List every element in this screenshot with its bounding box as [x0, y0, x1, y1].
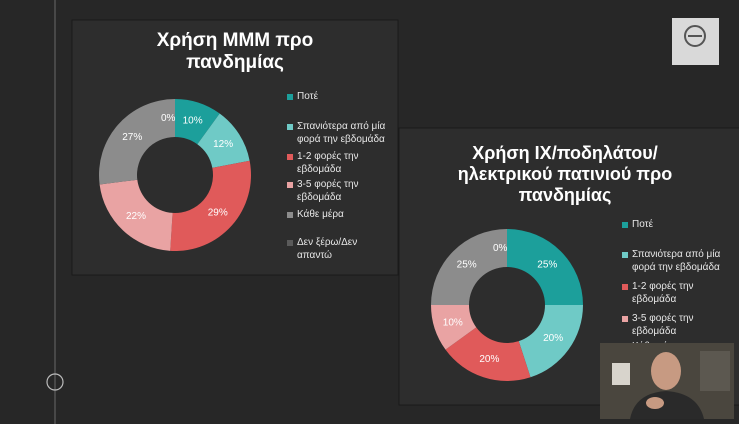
- chart-title: Χρήση ΜΜΜ προ πανδημίας: [156, 30, 314, 74]
- legend-label: 1-2 φορές την εβδομάδα: [297, 151, 359, 175]
- slice-label: 10%: [443, 317, 463, 328]
- donut-slice: [431, 305, 477, 350]
- legend-label: Σπανιότερα από μία φορά την εβδομάδα: [632, 249, 721, 273]
- slice-label: 29%: [208, 207, 228, 218]
- donut-slice: [197, 113, 250, 168]
- legend-swatch: [622, 316, 628, 322]
- slice-label: 0%: [493, 243, 508, 254]
- legend-swatch: [622, 222, 628, 228]
- donut-slice: [445, 327, 531, 381]
- donut-slice: [518, 305, 583, 378]
- slice-label: 10%: [183, 115, 203, 126]
- legend-swatch: [287, 182, 293, 188]
- slice-label: 0%: [161, 113, 176, 124]
- slice-label: 25%: [537, 259, 557, 270]
- timeline-node: [46, 373, 64, 391]
- legend-label: 1-2 φορές την εβδομάδα: [632, 281, 694, 305]
- slice-label: 12%: [213, 139, 233, 150]
- legend-swatch: [287, 124, 293, 130]
- legend-swatch: [287, 212, 293, 218]
- donut-slice: [99, 179, 173, 251]
- donut-slice: [507, 229, 583, 305]
- legend-swatch: [287, 94, 293, 100]
- slice-label: 20%: [543, 333, 563, 344]
- slice-label: 25%: [457, 259, 477, 270]
- slice-label: 27%: [122, 132, 142, 143]
- chart-title: Χρήση ΙΧ/ποδηλάτου/ηλεκτρικού πατινιού π…: [457, 143, 673, 206]
- legend-label: 3-5 φορές την εβδομάδα: [632, 313, 694, 337]
- legend-swatch: [622, 252, 628, 258]
- legend-label: Ποτέ: [632, 219, 654, 230]
- legend-swatch: [287, 154, 293, 160]
- legend-swatch: [287, 240, 293, 246]
- donut-slice: [431, 229, 507, 305]
- donut-slice: [175, 99, 220, 145]
- webcam-image: [600, 343, 734, 419]
- legend-label: Κάθε μέρα: [297, 209, 344, 220]
- donut-slice: [170, 160, 251, 252]
- legend-label: Σπανιότερα από μία φορά την εβδομάδα: [297, 121, 386, 145]
- donut-slice: [98, 99, 175, 185]
- legend-label: Ποτέ: [297, 91, 319, 102]
- slice-label: 22%: [126, 211, 146, 222]
- legend-label: Δεν ξέρω/Δεν απαντώ: [297, 237, 358, 261]
- legend-swatch: [622, 284, 628, 290]
- logo-mark: [684, 25, 706, 47]
- slice-label: 20%: [479, 354, 499, 365]
- webcam: [600, 343, 734, 419]
- legend-label: 3-5 φορές την εβδομάδα: [297, 179, 359, 203]
